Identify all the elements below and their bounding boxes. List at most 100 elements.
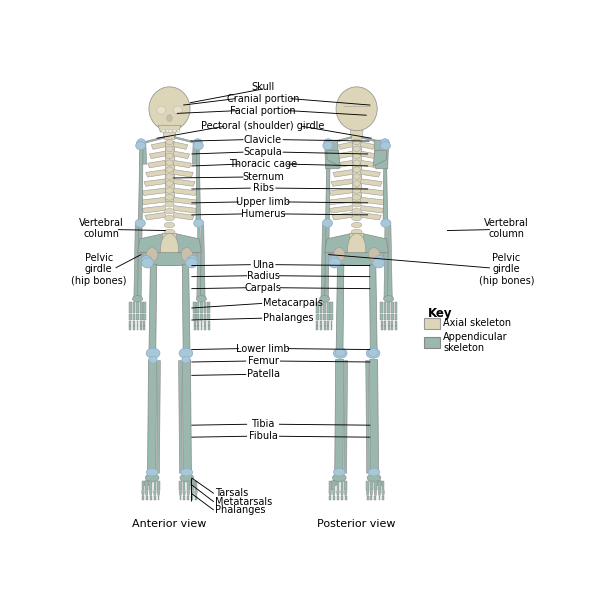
Polygon shape — [141, 197, 166, 205]
Polygon shape — [329, 188, 353, 195]
Polygon shape — [142, 253, 197, 265]
Polygon shape — [333, 496, 335, 500]
Polygon shape — [340, 491, 343, 495]
Polygon shape — [326, 147, 330, 224]
Ellipse shape — [188, 480, 196, 486]
Polygon shape — [191, 496, 193, 500]
Polygon shape — [327, 301, 330, 313]
Text: Patella: Patella — [247, 370, 280, 379]
Ellipse shape — [157, 106, 166, 114]
Ellipse shape — [330, 480, 337, 486]
Polygon shape — [336, 482, 339, 490]
Text: Anterior view: Anterior view — [133, 519, 207, 529]
Polygon shape — [183, 482, 186, 490]
Polygon shape — [395, 301, 397, 313]
Polygon shape — [329, 205, 353, 213]
Polygon shape — [387, 313, 390, 320]
Polygon shape — [338, 142, 353, 149]
Polygon shape — [140, 301, 143, 313]
Polygon shape — [337, 496, 339, 500]
Polygon shape — [391, 313, 393, 320]
Polygon shape — [330, 321, 332, 326]
Polygon shape — [145, 482, 148, 490]
Polygon shape — [316, 313, 319, 320]
Polygon shape — [379, 496, 380, 500]
Polygon shape — [370, 496, 372, 500]
Polygon shape — [360, 213, 381, 220]
Polygon shape — [384, 225, 389, 298]
Polygon shape — [137, 326, 138, 330]
Polygon shape — [191, 491, 194, 495]
Polygon shape — [148, 161, 166, 168]
Ellipse shape — [160, 233, 178, 265]
Text: Femur: Femur — [247, 356, 279, 366]
Polygon shape — [154, 482, 156, 490]
Ellipse shape — [352, 215, 362, 221]
Polygon shape — [179, 482, 182, 490]
Polygon shape — [133, 301, 135, 313]
Text: Radius: Radius — [247, 271, 280, 281]
Polygon shape — [320, 313, 322, 320]
Polygon shape — [316, 301, 319, 313]
Polygon shape — [381, 321, 383, 326]
Text: Axial skeleton: Axial skeleton — [444, 318, 511, 328]
Text: Sternum: Sternum — [242, 172, 284, 182]
Polygon shape — [366, 491, 369, 495]
Polygon shape — [150, 151, 166, 159]
Ellipse shape — [166, 153, 173, 159]
Polygon shape — [380, 301, 383, 313]
Ellipse shape — [166, 174, 173, 179]
Polygon shape — [395, 321, 397, 326]
Ellipse shape — [373, 258, 385, 268]
Text: Ulna: Ulna — [252, 260, 274, 270]
Polygon shape — [320, 301, 322, 313]
Text: Scapula: Scapula — [244, 147, 283, 157]
Polygon shape — [200, 326, 203, 330]
Polygon shape — [173, 170, 193, 177]
Polygon shape — [142, 137, 165, 144]
Ellipse shape — [193, 141, 203, 150]
Bar — [162, 129, 165, 132]
Polygon shape — [345, 496, 346, 500]
Polygon shape — [173, 205, 197, 213]
Polygon shape — [381, 326, 383, 330]
Polygon shape — [173, 213, 194, 220]
Polygon shape — [178, 361, 182, 473]
Polygon shape — [360, 151, 377, 159]
Polygon shape — [320, 326, 322, 330]
Polygon shape — [388, 225, 392, 298]
Text: Thoracic cage: Thoracic cage — [229, 159, 297, 169]
Ellipse shape — [147, 247, 158, 261]
Text: Tibia: Tibia — [252, 419, 274, 429]
Polygon shape — [360, 142, 375, 149]
Polygon shape — [148, 359, 157, 473]
Polygon shape — [345, 491, 347, 495]
Polygon shape — [145, 491, 148, 495]
Bar — [166, 129, 168, 132]
Polygon shape — [182, 359, 191, 473]
Ellipse shape — [166, 146, 173, 152]
Polygon shape — [182, 264, 190, 353]
Polygon shape — [384, 326, 386, 330]
Text: Phalanges: Phalanges — [263, 313, 313, 323]
Ellipse shape — [173, 106, 182, 114]
Ellipse shape — [353, 174, 360, 179]
Polygon shape — [200, 313, 203, 320]
Ellipse shape — [329, 258, 340, 268]
Ellipse shape — [145, 474, 159, 482]
Polygon shape — [360, 179, 382, 186]
Ellipse shape — [368, 247, 380, 261]
Polygon shape — [150, 491, 152, 495]
Polygon shape — [158, 125, 181, 132]
Polygon shape — [345, 482, 347, 490]
Polygon shape — [382, 482, 385, 490]
Ellipse shape — [164, 229, 175, 235]
Polygon shape — [157, 482, 160, 490]
Polygon shape — [208, 326, 210, 330]
Polygon shape — [151, 142, 166, 149]
Polygon shape — [143, 301, 145, 313]
Polygon shape — [369, 359, 379, 473]
Polygon shape — [208, 321, 210, 326]
Polygon shape — [370, 491, 373, 495]
Polygon shape — [130, 321, 131, 326]
